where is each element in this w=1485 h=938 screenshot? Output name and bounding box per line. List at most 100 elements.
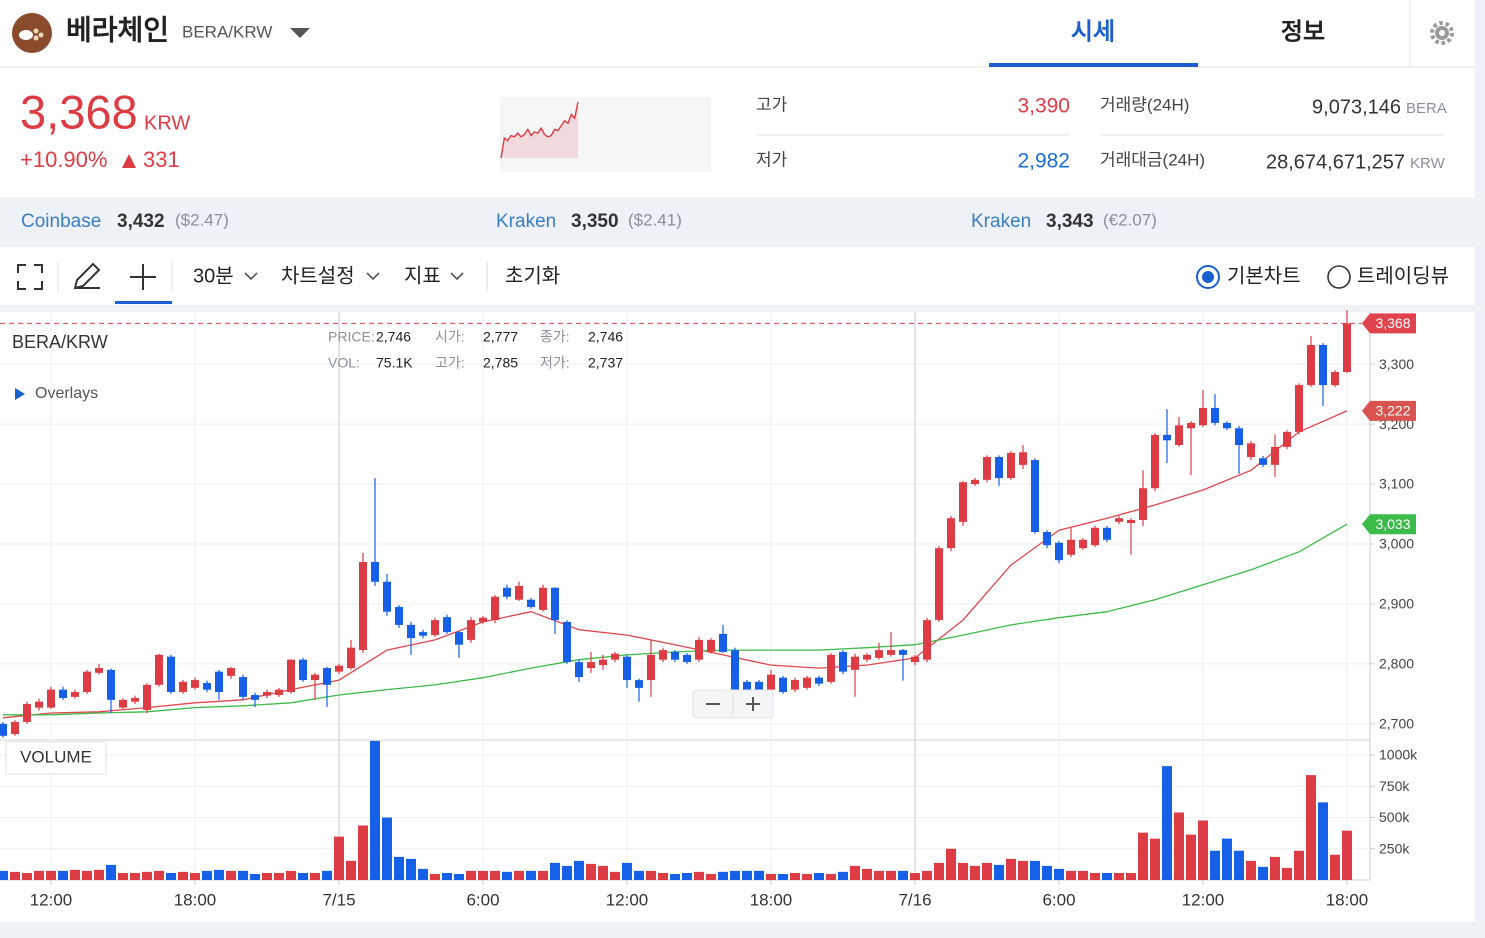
chevron	[450, 272, 464, 281]
info-label: PRICE:	[328, 329, 375, 345]
sparkline-area	[501, 102, 578, 158]
volume-bar	[202, 870, 212, 880]
volume-bar	[946, 848, 956, 880]
volume-bar	[370, 740, 380, 880]
volume-bar	[214, 869, 224, 880]
chart-settings[interactable]: 차트설정	[281, 264, 355, 287]
candle-body	[659, 650, 667, 660]
settings-icon[interactable]	[1430, 21, 1454, 45]
candle-body	[695, 639, 703, 660]
price-tag	[1362, 514, 1416, 535]
interval-select[interactable]: 30분	[193, 265, 234, 287]
info-value: 75.1K	[376, 355, 413, 371]
volume-bar	[1198, 820, 1208, 880]
exchange-quote: ($2.47)	[175, 210, 229, 229]
stat-label: 저가	[756, 150, 788, 169]
chart-mode[interactable]: 트레이딩뷰	[1357, 264, 1449, 287]
volume-bar	[898, 870, 908, 880]
reset-button[interactable]: 초기화	[505, 264, 560, 287]
volume-bar	[286, 870, 296, 880]
volume-label: VOLUME	[20, 747, 92, 766]
zoom-in[interactable]	[746, 697, 760, 711]
candle-body	[395, 606, 403, 625]
price-tag-label: 3,368	[1375, 315, 1410, 331]
volume-bar	[358, 825, 368, 880]
exchange-quote: ($2.41)	[628, 210, 682, 229]
x-tick-label: 7/16	[898, 890, 931, 909]
zoom-control[interactable]	[692, 689, 774, 719]
indicators[interactable]: 지표	[404, 264, 441, 287]
fullscreen-button[interactable]	[17, 264, 43, 290]
radio[interactable]	[1327, 265, 1351, 289]
volume-bar	[70, 869, 80, 880]
volume-bar	[838, 871, 848, 880]
crosshair-button[interactable]	[130, 264, 156, 290]
volume-bar	[502, 871, 512, 880]
candle-body	[407, 624, 415, 639]
tab[interactable]: 시세	[1071, 18, 1115, 45]
tab[interactable]: 정보	[1281, 18, 1325, 45]
candle-body	[815, 677, 823, 684]
volume-bar	[406, 858, 416, 880]
candle-body	[311, 674, 319, 681]
x-tick-label: 12:00	[30, 890, 73, 909]
volume-bar	[718, 871, 728, 880]
volume-bar	[598, 865, 608, 880]
volume-bar	[430, 874, 440, 880]
candle-body	[1043, 531, 1051, 546]
stat-label: 거래량(24H)	[1100, 95, 1189, 114]
exchange-name[interactable]: Kraken	[971, 211, 1031, 232]
chart-panel	[0, 312, 1475, 922]
exchange-name[interactable]: Kraken	[496, 211, 556, 232]
sparkline-box	[500, 97, 711, 172]
chart-mode[interactable]: 기본차트	[1227, 264, 1301, 287]
volume-tick-label: 1000k	[1379, 747, 1418, 763]
volume-bar	[190, 873, 200, 880]
candle-body	[251, 695, 259, 700]
volume-bar	[1258, 866, 1268, 880]
candle-body	[1175, 425, 1183, 446]
volume-bar	[1102, 873, 1112, 880]
volume-bar	[1066, 870, 1076, 880]
volume-bar	[742, 870, 752, 880]
candle-body	[191, 680, 199, 688]
chart-title: BERA/KRW	[12, 332, 108, 352]
candle-body	[611, 653, 619, 660]
volume-bar	[934, 862, 944, 880]
candle-body	[911, 656, 919, 663]
candle-body	[59, 689, 67, 699]
volume-bar	[682, 873, 692, 880]
volume-bar	[34, 870, 44, 880]
candle-body	[179, 681, 187, 693]
overlays-toggle[interactable]	[15, 388, 25, 400]
overlays-label[interactable]: Overlays	[35, 385, 98, 402]
plot	[0, 310, 1352, 880]
up-arrow	[122, 154, 136, 168]
candle-body	[323, 668, 331, 685]
volume-bar	[574, 860, 584, 880]
candle-body	[875, 650, 883, 658]
candle-body	[359, 561, 367, 651]
coin-dropdown[interactable]	[290, 28, 310, 38]
exchange-name[interactable]: Coinbase	[21, 211, 101, 232]
x-tick-label: 18:00	[1326, 890, 1369, 909]
price-tag-label: 3,222	[1375, 403, 1410, 419]
candle-body	[599, 659, 607, 666]
candle-body	[995, 457, 1003, 479]
candle-body	[143, 684, 151, 711]
stat-value: 28,674,671,257	[1266, 151, 1405, 173]
volume-bar	[586, 863, 596, 880]
draw-button[interactable]	[73, 262, 101, 290]
candle-body	[287, 659, 295, 693]
candle-body	[431, 620, 439, 636]
volume-bar	[1042, 865, 1052, 880]
candle-body	[1079, 539, 1087, 549]
volume-bar	[526, 870, 536, 880]
volume-bar	[1018, 860, 1028, 880]
candle-body	[719, 633, 727, 652]
info-value: 2,737	[588, 355, 623, 371]
volume-bar	[1138, 832, 1148, 880]
radio-selected[interactable]	[1196, 265, 1220, 289]
y-tick-label: 3,100	[1379, 476, 1414, 492]
